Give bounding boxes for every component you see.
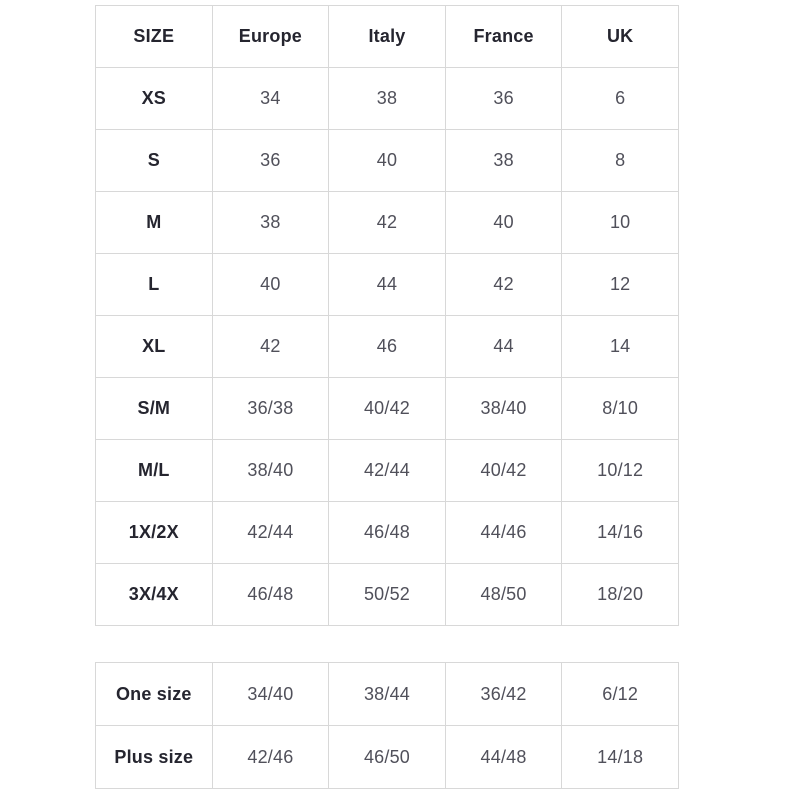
size-value-cell: 18/20 [561,563,679,626]
size-value-cell: 42 [444,253,563,316]
header-row: SIZE Europe Italy France UK [95,5,679,68]
table-row: M/L 38/40 42/44 40/42 10/12 [95,439,679,502]
size-value-cell: 46/50 [328,725,446,789]
size-value-cell: 44 [444,315,563,378]
column-header: UK [561,5,679,68]
table-row: XL 42 46 44 14 [95,315,679,378]
size-label-cell: XL [95,315,213,378]
size-label-cell: XS [95,67,213,130]
size-value-cell: 44/46 [444,501,563,564]
one-size-plus-size-table: One size 34/40 38/44 36/42 6/12 Plus size 42/4… [95,662,679,789]
size-value-cell: 38 [211,191,330,254]
size-value-cell: 38 [328,67,446,130]
table-row: M 38 42 40 10 [95,191,679,254]
size-conversion-table-body: XS 34 38 36 6 S 36 40 38 8 M 38 42 40 10 L 40 44 42 12 XL 42 4… [95,67,679,626]
size-value-cell: 14/16 [561,501,679,564]
size-value-cell: 8/10 [561,377,679,440]
size-value-cell: 44 [328,253,446,316]
size-label-cell: S/M [95,377,213,440]
size-value-cell: 8 [561,129,679,192]
size-value-cell: 36/42 [444,662,563,726]
table-row: L 40 44 42 12 [95,253,679,316]
size-value-cell: 42 [328,191,446,254]
size-value-cell: 46 [328,315,446,378]
size-value-cell: 6 [561,67,679,130]
table-row: One size 34/40 38/44 36/42 6/12 [95,662,679,726]
size-conversion-table-header: SIZE Europe Italy France UK [95,5,679,68]
size-value-cell: 40/42 [328,377,446,440]
table-row: 3X/4X 46/48 50/52 48/50 18/20 [95,563,679,626]
size-label-cell: Plus size [95,725,213,789]
size-value-cell: 38/40 [444,377,563,440]
size-label-cell: L [95,253,213,316]
column-header: France [444,5,563,68]
table-row: Plus size 42/46 46/50 44/48 14/18 [95,725,679,789]
one-size-plus-size-table-body: One size 34/40 38/44 36/42 6/12 Plus size 42/4… [95,662,679,789]
size-value-cell: 46/48 [211,563,330,626]
table-row: S/M 36/38 40/42 38/40 8/10 [95,377,679,440]
size-value-cell: 36 [444,67,563,130]
size-value-cell: 40 [328,129,446,192]
size-value-cell: 50/52 [328,563,446,626]
size-label-cell: 1X/2X [95,501,213,564]
size-value-cell: 10 [561,191,679,254]
size-value-cell: 44/48 [444,725,563,789]
size-value-cell: 10/12 [561,439,679,502]
size-label-cell: M [95,191,213,254]
size-label-cell: M/L [95,439,213,502]
size-conversion-table: SIZE Europe Italy France UK XS 34 38 36 6 S 36 40 38… [95,5,679,626]
size-value-cell: 38/40 [211,439,330,502]
size-value-cell: 34/40 [211,662,330,726]
size-value-cell: 40 [444,191,563,254]
size-label-cell: S [95,129,213,192]
table-row: 1X/2X 42/44 46/48 44/46 14/16 [95,501,679,564]
size-value-cell: 40 [211,253,330,316]
size-label-cell: 3X/4X [95,563,213,626]
size-value-cell: 12 [561,253,679,316]
size-value-cell: 14 [561,315,679,378]
size-value-cell: 42/44 [211,501,330,564]
column-header: SIZE [95,5,213,68]
size-value-cell: 14/18 [561,725,679,789]
size-value-cell: 6/12 [561,662,679,726]
table-row: S 36 40 38 8 [95,129,679,192]
size-value-cell: 36 [211,129,330,192]
column-header: Europe [211,5,330,68]
column-header: Italy [328,5,446,68]
size-value-cell: 36/38 [211,377,330,440]
size-guide-tables: SIZE Europe Italy France UK XS 34 38 36 6 S 36 40 38… [95,5,679,789]
size-value-cell: 38/44 [328,662,446,726]
size-value-cell: 48/50 [444,563,563,626]
size-value-cell: 42 [211,315,330,378]
size-label-cell: One size [95,662,213,726]
table-row: XS 34 38 36 6 [95,67,679,130]
size-value-cell: 34 [211,67,330,130]
size-value-cell: 38 [444,129,563,192]
size-value-cell: 42/44 [328,439,446,502]
size-value-cell: 40/42 [444,439,563,502]
size-value-cell: 42/46 [211,725,330,789]
size-value-cell: 46/48 [328,501,446,564]
